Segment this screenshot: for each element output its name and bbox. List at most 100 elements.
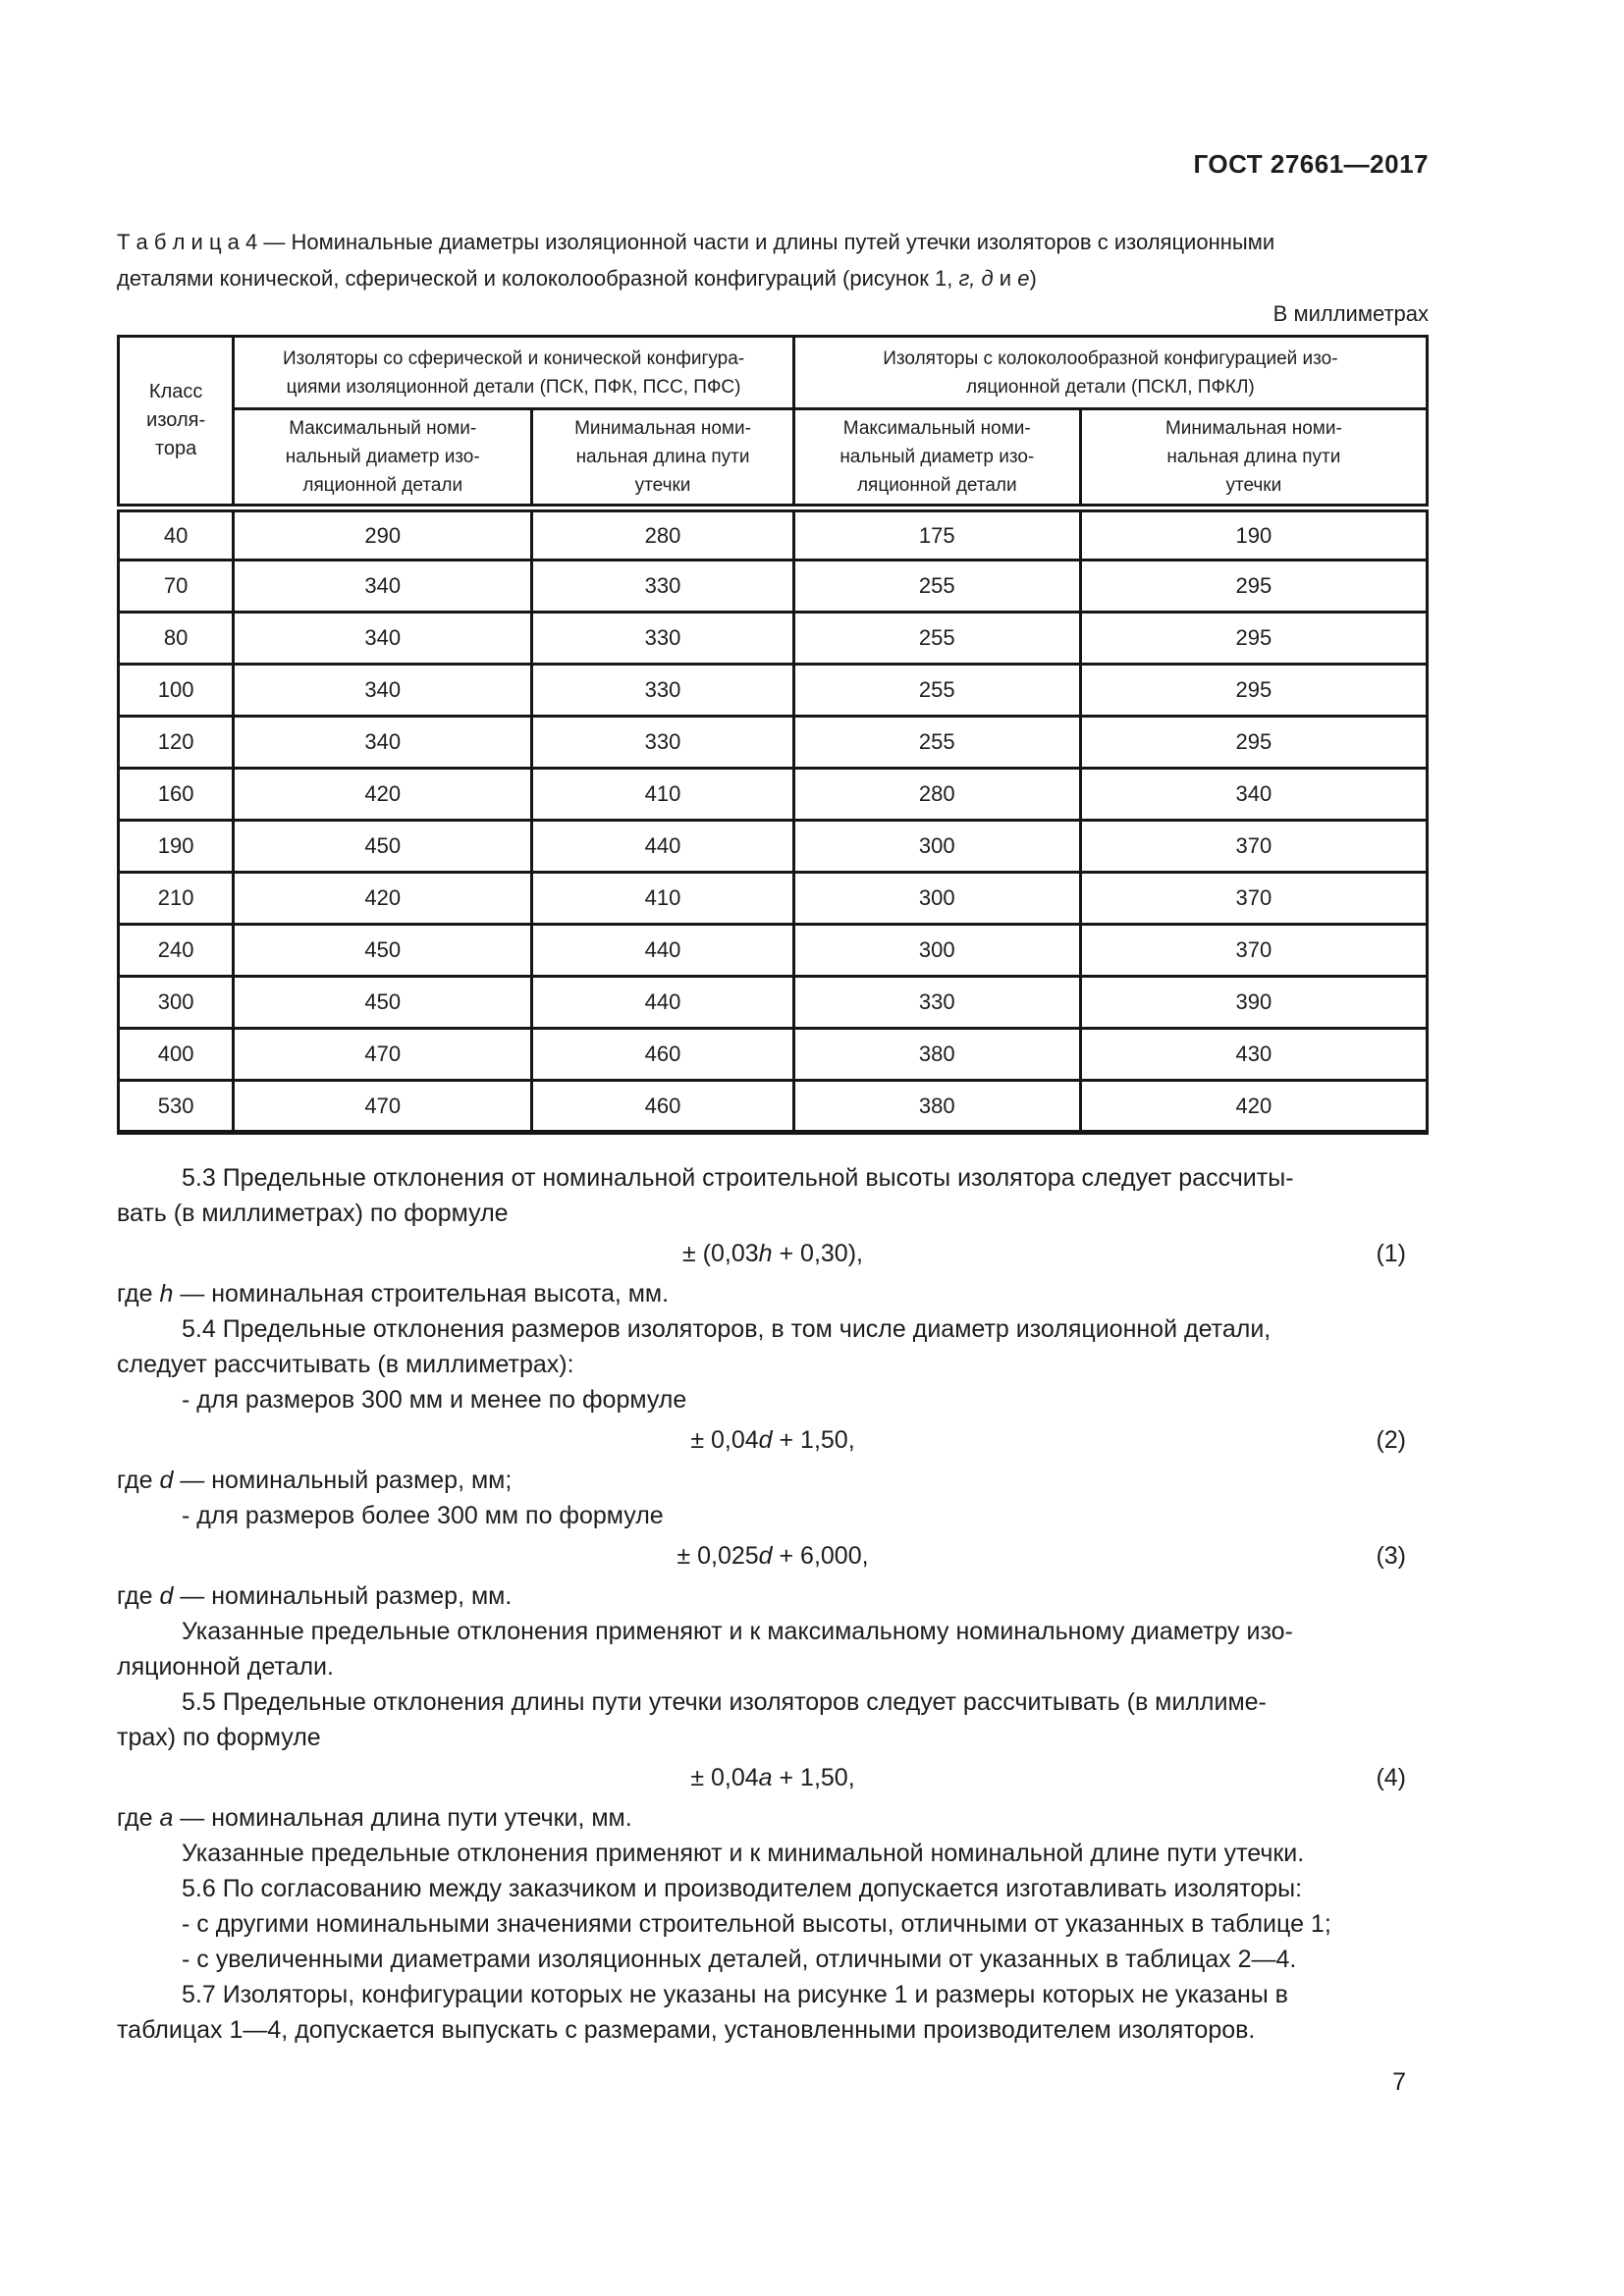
variable-d: d <box>159 1582 174 1610</box>
table-cell: 100 <box>116 663 236 718</box>
table-cell: 450 <box>232 975 534 1030</box>
header-group-spherical-conical: Изоляторы со сферической и конической ко… <box>232 335 795 410</box>
table-cell: 380 <box>791 1027 1082 1082</box>
formula-4: ± 0,04a + 1,50, (4) <box>117 1760 1429 1795</box>
table-cell: 410 <box>530 767 795 822</box>
where-h-definition: где h — номинальная строительная высота,… <box>117 1280 670 1308</box>
variable-h: h <box>159 1280 174 1308</box>
paragraph-5-6: 5.6 По согласованию между заказчиком и п… <box>182 1875 1303 1902</box>
page-number: 7 <box>1392 2068 1406 2096</box>
formula-2-number: (2) <box>1376 1426 1406 1454</box>
variable-a: a <box>758 1764 773 1791</box>
table-row: 240 450 440 300 370 <box>116 923 1430 978</box>
table-cell: 160 <box>116 767 236 822</box>
paragraph-5-4: 5.4 Предельные отклонения размеров изоля… <box>117 1315 1272 1378</box>
paragraph-5-3: 5.3 Предельные отклонения от номинальной… <box>117 1164 1294 1227</box>
header-group-bell-shaped: Изоляторы с колоколообразной конфигураци… <box>791 335 1430 410</box>
variable-a: a <box>159 1804 174 1832</box>
table-cell: 120 <box>116 715 236 770</box>
table-cell: 420 <box>232 871 534 926</box>
table-cell: 330 <box>530 559 795 614</box>
formula-4-text: ± 0,04a + 1,50, <box>690 1764 855 1791</box>
table-cell: 340 <box>232 715 534 770</box>
note-max-diameter: Указанные предельные отклонения применяю… <box>117 1618 1293 1681</box>
table-cell: 460 <box>530 1079 795 1135</box>
table-cell: 380 <box>791 1079 1082 1135</box>
table-cell: 400 <box>116 1027 236 1082</box>
table-4: Класс изоля- тора Изоляторы со сферическ… <box>116 335 1430 1135</box>
formula-2: ± 0,04d + 1,50, (2) <box>117 1422 1429 1458</box>
table-cell: 255 <box>791 559 1082 614</box>
variable-h: h <box>758 1240 773 1267</box>
formula-3: ± 0,025d + 6,000, (3) <box>117 1538 1429 1574</box>
variable-d: d <box>758 1426 773 1454</box>
table-cell: 330 <box>530 663 795 718</box>
list-item-other-height: - с другими номинальными значениями стро… <box>182 1910 1331 1938</box>
table-cell: 175 <box>791 507 1082 561</box>
header-max-diameter-spherical: Максимальный номи- нальный диаметр изо- … <box>232 407 534 512</box>
table-cell: 450 <box>232 819 534 874</box>
formula-3-number: (3) <box>1376 1542 1406 1570</box>
table-cell: 190 <box>1078 507 1430 561</box>
table-cell: 80 <box>116 611 236 666</box>
formula-2-text: ± 0,04d + 1,50, <box>690 1426 855 1454</box>
doc-number: ГОСТ 27661—2017 <box>1193 149 1429 179</box>
table-cell: 330 <box>530 715 795 770</box>
table-cell: 330 <box>791 975 1082 1030</box>
table-cell: 40 <box>116 507 236 561</box>
table-row: 300 450 440 330 390 <box>116 975 1430 1030</box>
table-cell: 290 <box>232 507 534 561</box>
where-a-definition: где a — номинальная длина пути утечки, м… <box>117 1804 632 1832</box>
table-cell: 300 <box>791 923 1082 978</box>
table-cell: 370 <box>1078 923 1430 978</box>
table-cell: 340 <box>1078 767 1430 822</box>
formula-1-text: ± (0,03h + 0,30), <box>682 1240 863 1267</box>
units-label: В миллиметрах <box>1272 301 1429 326</box>
note-min-length: Указанные предельные отклонения применяю… <box>182 1840 1305 1867</box>
table-cell: 280 <box>530 507 795 561</box>
table-cell: 440 <box>530 819 795 874</box>
table-cell: 70 <box>116 559 236 614</box>
formula-3-text: ± 0,025d + 6,000, <box>677 1542 869 1570</box>
table-cell: 440 <box>530 975 795 1030</box>
table-cell: 300 <box>116 975 236 1030</box>
formula-1: ± (0,03h + 0,30), (1) <box>117 1236 1429 1271</box>
table-cell: 255 <box>791 715 1082 770</box>
table-cell: 470 <box>232 1079 534 1135</box>
table-cell: 450 <box>232 923 534 978</box>
table-cell: 370 <box>1078 819 1430 874</box>
table-row: 100 340 330 255 295 <box>116 663 1430 718</box>
header-min-leakage-bell: Минимальная номи- нальная длина пути уте… <box>1078 407 1430 512</box>
table-cell: 295 <box>1078 663 1430 718</box>
table-row: 400 470 460 380 430 <box>116 1027 1430 1082</box>
table-cell: 430 <box>1078 1027 1430 1082</box>
table-header-sub-row: Максимальный номи- нальный диаметр изо- … <box>119 407 1430 512</box>
paragraph-5-5: 5.5 Предельные отклонения длины пути уте… <box>117 1688 1267 1751</box>
table-cell: 300 <box>791 871 1082 926</box>
table-cell: 190 <box>116 819 236 874</box>
table-cell: 410 <box>530 871 795 926</box>
table-cell: 420 <box>1078 1079 1430 1135</box>
table-row: 120 340 330 255 295 <box>116 715 1430 770</box>
text-block: 5.3 Предельные отклонения от номинальной… <box>117 1160 1429 2048</box>
where-d-definition-2: где d — номинальный размер, мм. <box>117 1582 513 1610</box>
list-item-more-than-300: - для размеров более 300 мм по формуле <box>182 1502 664 1529</box>
table-header-group-row: Класс изоля- тора Изоляторы со сферическ… <box>116 335 1430 512</box>
header-min-leakage-spherical: Минимальная номи- нальная длина пути уте… <box>530 407 795 512</box>
table-cell: 420 <box>232 767 534 822</box>
table-row: 530 470 460 380 420 <box>116 1079 1430 1135</box>
table-cell: 210 <box>116 871 236 926</box>
caption-italic-figure-e: е <box>1017 266 1030 291</box>
table-cell: 530 <box>116 1079 236 1135</box>
table-cell: 440 <box>530 923 795 978</box>
table-cell: 280 <box>791 767 1082 822</box>
variable-d: d <box>758 1542 773 1570</box>
table-cell: 300 <box>791 819 1082 874</box>
table-row: 40 290 280 175 190 <box>116 507 1430 561</box>
table-cell: 340 <box>232 663 534 718</box>
where-d-definition-1: где d — номинальный размер, мм; <box>117 1467 513 1494</box>
table-cell: 240 <box>116 923 236 978</box>
table-cell: 470 <box>232 1027 534 1082</box>
formula-1-number: (1) <box>1376 1240 1406 1267</box>
